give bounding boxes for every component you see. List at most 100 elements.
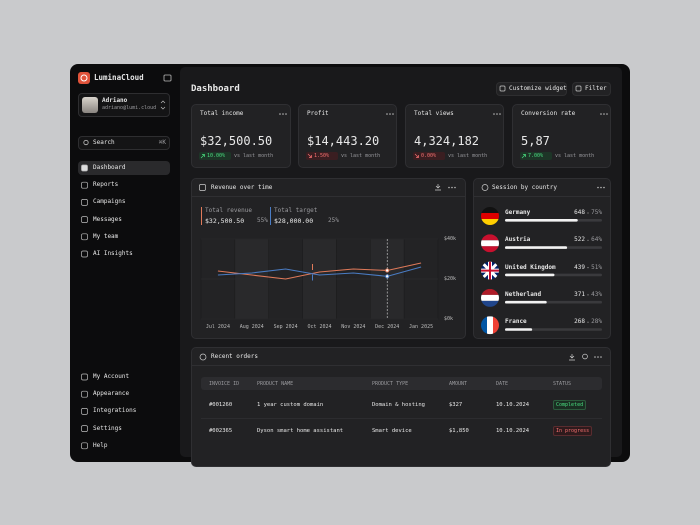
x-tick-label: Aug 2024 bbox=[239, 324, 264, 330]
tooltip-label: Target: bbox=[315, 274, 339, 281]
legend-total: $28,000.00 bbox=[274, 217, 314, 225]
sessions-title: Session by country bbox=[492, 183, 558, 191]
kpi-note: vs last month bbox=[448, 153, 488, 159]
legend-name: Total target bbox=[274, 207, 318, 214]
column-header: PRODUCT TYPE bbox=[372, 380, 409, 387]
user-email: adriano@lumi.cloud bbox=[102, 105, 157, 111]
country-share: 75% bbox=[591, 209, 602, 216]
kpi-change: 0.00% bbox=[421, 153, 437, 159]
search-box[interactable] bbox=[78, 136, 170, 150]
table-cell: 10.10.2024 bbox=[496, 428, 530, 434]
column-header: AMOUNT bbox=[449, 380, 468, 387]
country-share: 28% bbox=[591, 318, 602, 326]
kpi-value: $32,500.50 bbox=[200, 134, 273, 148]
x-tick-label: Jul 2024 bbox=[205, 324, 230, 330]
kpi-change: 1.50% bbox=[314, 153, 330, 159]
nav-label: Messages bbox=[93, 215, 122, 223]
search-label: Search bbox=[93, 139, 115, 146]
kpi-value: 4,324,182 bbox=[414, 134, 480, 148]
nav-label: Help bbox=[93, 441, 108, 449]
legend-name: Total revenue bbox=[205, 207, 252, 214]
sessions-card-header bbox=[474, 179, 610, 197]
kpi-change: 10.00% bbox=[207, 153, 226, 159]
nav-label: Appearance bbox=[93, 390, 130, 398]
column-header: DATE bbox=[496, 380, 509, 387]
country-sessions: 439 bbox=[574, 263, 585, 271]
nav-active-bg bbox=[78, 161, 170, 175]
country-name: Netherland bbox=[505, 290, 542, 298]
column-header: PRODUCT NAME bbox=[257, 380, 294, 387]
status-badge: Completed bbox=[553, 400, 587, 410]
kpi-change: 7.00% bbox=[528, 153, 544, 159]
y-tick-label: $0k bbox=[444, 316, 454, 322]
brand-logo bbox=[78, 72, 90, 84]
column-header: INVOICE ID bbox=[209, 380, 240, 387]
kpi-note: vs last month bbox=[555, 153, 595, 159]
country-sessions: 268 bbox=[574, 318, 585, 326]
country-share: 64% bbox=[591, 236, 602, 244]
x-tick-label: Nov 2024 bbox=[341, 324, 366, 330]
sessions-card bbox=[473, 178, 611, 339]
nav-item[interactable] bbox=[78, 213, 170, 227]
kpi-change-badge bbox=[199, 152, 231, 160]
country-name: Germany bbox=[505, 209, 531, 216]
nav-label: My team bbox=[93, 232, 119, 240]
table-cell: Domain & hosting bbox=[372, 402, 425, 408]
y-tick-label: $20k bbox=[444, 276, 457, 282]
kpi-change-badge bbox=[520, 152, 552, 160]
nav-item[interactable] bbox=[78, 230, 170, 244]
country-sessions: 648 bbox=[574, 209, 585, 216]
header-button-label: Filter bbox=[585, 85, 607, 92]
nav-item[interactable] bbox=[78, 422, 170, 436]
table-cell: Dyson smart home assistant bbox=[257, 428, 344, 434]
row-divider bbox=[201, 418, 602, 419]
page-title: Dashboard bbox=[191, 84, 240, 94]
kpi-label: Conversion rate bbox=[521, 110, 576, 117]
country-name: Austria bbox=[505, 236, 531, 244]
tooltip-label: Revenue: bbox=[315, 264, 342, 270]
table-cell: #002365 bbox=[209, 428, 233, 434]
country-share: 51% bbox=[591, 263, 602, 271]
kpi-change-badge bbox=[306, 152, 338, 160]
table-cell: 1 year custom domain bbox=[257, 402, 324, 408]
nav-label: Settings bbox=[93, 424, 122, 432]
country-share: 43% bbox=[591, 290, 602, 298]
kpi-note: vs last month bbox=[234, 153, 274, 159]
tooltip-title: Dec 2024 bbox=[312, 252, 341, 259]
header-button-label: Customize widget bbox=[509, 85, 567, 92]
nav-item[interactable] bbox=[78, 178, 170, 192]
kpi-value: $14,443.20 bbox=[307, 134, 380, 148]
kpi-card bbox=[191, 104, 291, 168]
revenue-title: Revenue over time bbox=[211, 183, 273, 191]
nav-label: Reports bbox=[93, 181, 119, 189]
tooltip-value: $24,260.00 bbox=[344, 264, 378, 270]
table-cell: $327 bbox=[449, 402, 463, 408]
orders-title: Recent orders bbox=[211, 353, 258, 360]
kpi-note: vs last month bbox=[341, 153, 381, 159]
legend-total: $32,500.50 bbox=[205, 217, 245, 225]
header-button[interactable] bbox=[572, 82, 611, 96]
x-tick-label: Oct 2024 bbox=[307, 324, 332, 330]
country-sessions: 522 bbox=[574, 236, 585, 244]
table-cell: Smart device bbox=[372, 428, 412, 434]
search-shortcut: ⌘K bbox=[158, 139, 166, 146]
user-avatar bbox=[82, 97, 98, 113]
kpi-label: Profit bbox=[307, 110, 329, 117]
brand-name: LuminaCloud bbox=[94, 73, 144, 82]
kpi-label: Total views bbox=[414, 110, 454, 117]
nav-label: Campaigns bbox=[93, 198, 126, 206]
user-name: Adriano bbox=[102, 97, 128, 104]
orders-card-header bbox=[192, 348, 610, 366]
status-badge: In progress bbox=[553, 426, 593, 436]
country-name: France bbox=[505, 318, 527, 326]
table-cell: #001260 bbox=[209, 402, 233, 408]
nav-label: My Account bbox=[93, 373, 130, 380]
table-cell: 10.10.2024 bbox=[496, 402, 530, 408]
y-tick-label: $40k bbox=[444, 236, 457, 242]
nav-item[interactable] bbox=[78, 439, 170, 453]
header-button[interactable] bbox=[496, 82, 567, 96]
legend-share: 25% bbox=[328, 217, 339, 224]
nav-label: Integrations bbox=[93, 407, 137, 415]
column-header: STATUS bbox=[553, 380, 572, 387]
